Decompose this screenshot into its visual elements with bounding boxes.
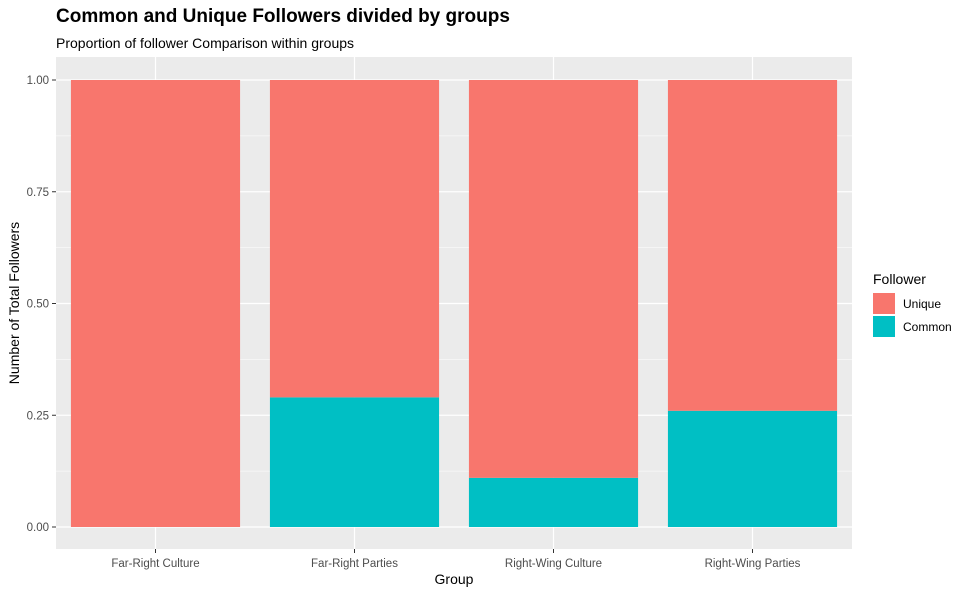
- x-tick-label: Far-Right Parties: [311, 558, 398, 570]
- y-tick-label: 0.75: [27, 187, 49, 199]
- bar-common-right-wing-parties: [667, 410, 838, 527]
- bar-unique-far-right-culture: [70, 80, 241, 527]
- legend-swatch-unique: [873, 293, 895, 314]
- x-axis-title: Group: [435, 571, 474, 587]
- legend-swatch-common: [873, 316, 895, 337]
- y-tick-label: 0.50: [27, 299, 49, 311]
- bar-unique-far-right-parties: [269, 80, 440, 398]
- y-tick-label: 0.25: [27, 410, 49, 422]
- chart-subtitle: Proportion of follower Comparison within…: [56, 35, 355, 51]
- bar-common-far-right-parties: [269, 397, 440, 527]
- bar-unique-right-wing-culture: [468, 80, 639, 478]
- x-tick-label: Right-Wing Parties: [705, 558, 801, 570]
- legend-label-common: Common: [903, 320, 952, 334]
- legend-title: Follower: [873, 271, 926, 287]
- y-tick-label: 1.00: [27, 75, 49, 87]
- bar-common-right-wing-culture: [468, 477, 639, 527]
- x-tick-label: Far-Right Culture: [111, 558, 199, 570]
- y-axis-title: Number of Total Followers: [6, 222, 22, 384]
- chart-title: Common and Unique Followers divided by g…: [56, 6, 510, 27]
- bar-unique-right-wing-parties: [667, 80, 838, 411]
- x-tick-label: Right-Wing Culture: [505, 558, 602, 570]
- y-tick-label: 0.00: [27, 522, 49, 534]
- legend-label-unique: Unique: [903, 297, 941, 311]
